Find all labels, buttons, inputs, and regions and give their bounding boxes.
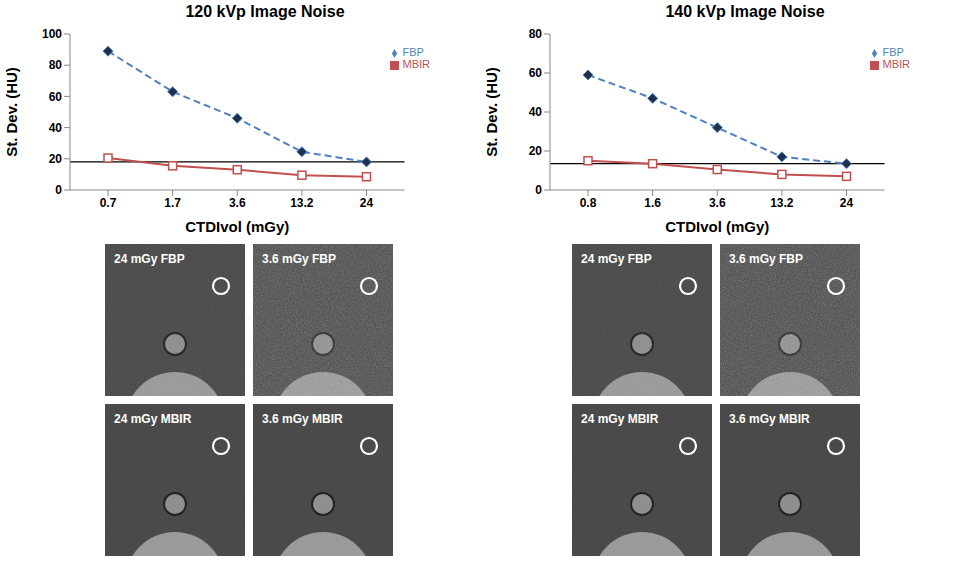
svg-text:60: 60 xyxy=(49,90,63,104)
svg-text:3.6 mGy FBP: 3.6 mGy FBP xyxy=(262,252,336,266)
html-text:FBP: FBP xyxy=(402,46,424,58)
svg-text:1.6: 1.6 xyxy=(644,196,661,210)
svg-text:0: 0 xyxy=(535,183,542,197)
svg-text:3.6: 3.6 xyxy=(229,196,246,210)
svg-text:CTDIvol (mGy): CTDIvol (mGy) xyxy=(185,218,289,235)
svg-text:40: 40 xyxy=(49,121,63,135)
svg-text:St. Dev. (HU): St. Dev. (HU) xyxy=(3,67,20,157)
svg-text:20: 20 xyxy=(49,152,63,166)
svg-text:CTDIvol (mGy): CTDIvol (mGy) xyxy=(665,218,769,235)
html-text:MBIR: MBIR xyxy=(882,58,910,70)
svg-text:3.6 mGy FBP: 3.6 mGy FBP xyxy=(729,252,803,266)
svg-text:100: 100 xyxy=(42,27,62,41)
svg-text:13.2: 13.2 xyxy=(290,196,314,210)
svg-text:24 mGy FBP: 24 mGy FBP xyxy=(114,252,185,266)
svg-text:24: 24 xyxy=(840,196,854,210)
html-text:FBP: FBP xyxy=(882,46,904,58)
html-text:120 kVp Image Noise: 120 kVp Image Noise xyxy=(185,3,345,20)
svg-text:24 mGy MBIR: 24 mGy MBIR xyxy=(581,412,659,426)
svg-text:80: 80 xyxy=(529,27,543,41)
svg-text:40: 40 xyxy=(529,105,543,119)
svg-text:13.2: 13.2 xyxy=(770,196,794,210)
svg-text:60: 60 xyxy=(529,66,543,80)
svg-text:1.7: 1.7 xyxy=(164,196,181,210)
svg-text:3.6 mGy MBIR: 3.6 mGy MBIR xyxy=(262,412,343,426)
svg-text:3.6 mGy MBIR: 3.6 mGy MBIR xyxy=(729,412,810,426)
html-text:140 kVp Image Noise: 140 kVp Image Noise xyxy=(665,3,825,20)
svg-text:0.8: 0.8 xyxy=(580,196,597,210)
svg-text:3.6: 3.6 xyxy=(709,196,726,210)
svg-text:20: 20 xyxy=(529,144,543,158)
svg-text:80: 80 xyxy=(49,58,63,72)
svg-text:0.7: 0.7 xyxy=(100,196,117,210)
svg-text:St. Dev. (HU): St. Dev. (HU) xyxy=(483,67,500,157)
svg-text:24 mGy MBIR: 24 mGy MBIR xyxy=(114,412,192,426)
svg-text:24 mGy FBP: 24 mGy FBP xyxy=(581,252,652,266)
svg-text:24: 24 xyxy=(360,196,374,210)
html-text:MBIR: MBIR xyxy=(402,58,430,70)
svg-text:0: 0 xyxy=(55,183,62,197)
